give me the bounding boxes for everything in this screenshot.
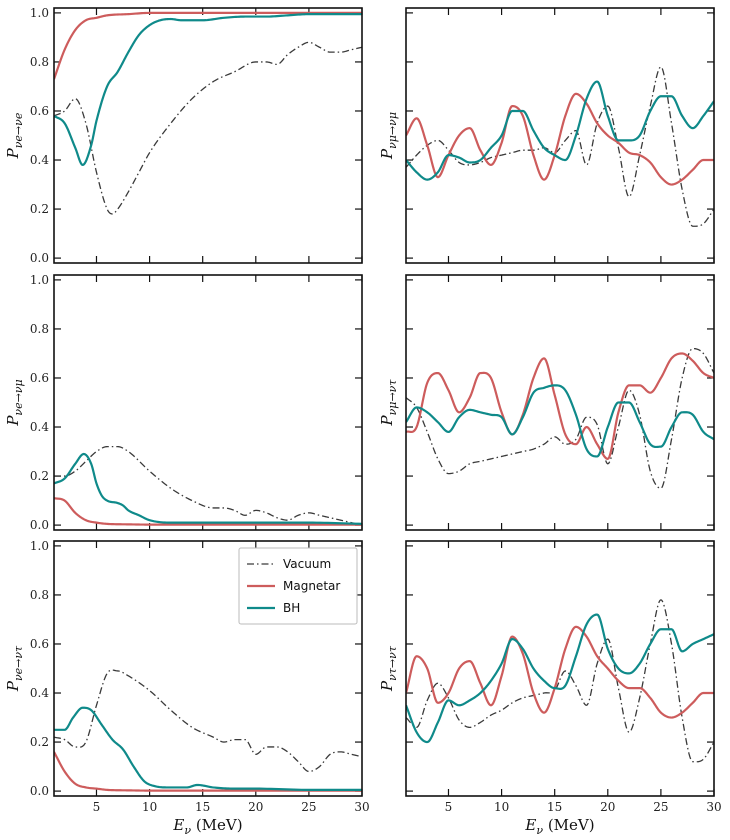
y-axis-label: Pνe→ντ <box>4 645 25 692</box>
y-tick-label: 1.0 <box>30 539 49 553</box>
y-tick-label: 0.8 <box>30 322 49 336</box>
legend-box <box>238 547 358 625</box>
y-axis-label-main: P <box>378 148 396 160</box>
series-line-bh <box>54 706 362 791</box>
x-axis-label: Eν (MeV) <box>172 816 242 837</box>
x-axis-label-unit: (MeV) <box>543 816 595 834</box>
x-tick-label: 15 <box>547 800 562 814</box>
y-axis-label: Pνμ→νμ <box>378 112 399 160</box>
series-line-magnetar <box>54 751 362 792</box>
series-line-magnetar <box>406 92 714 186</box>
series-line-vacuum <box>54 41 362 215</box>
x-tick-label: 20 <box>600 800 615 814</box>
y-tick-label: 0.4 <box>30 153 49 167</box>
y-axis-label-main: P <box>4 680 22 692</box>
x-tick-label: 5 <box>93 800 101 814</box>
series-line-magnetar <box>406 625 714 719</box>
x-axis-label-main: E <box>172 816 184 834</box>
x-axis-label-unit: (MeV) <box>191 816 243 834</box>
y-axis-label: Pντ→ντ <box>378 645 399 692</box>
y-axis-label: Pνe→νe <box>4 112 25 159</box>
axes-frame <box>405 540 715 797</box>
panel-emu: 0.0 0.2 0.4 0.6 0.8 1.0 Pνe→νμ <box>4 273 363 532</box>
legend-label-magnetar: Magnetar <box>283 579 340 593</box>
legend: Vacuum Magnetar BH <box>238 547 358 625</box>
panel-mutau: Pνμ→ντ <box>378 274 715 531</box>
series-line-bh <box>406 384 714 458</box>
y-tick-label: 0.6 <box>30 104 49 118</box>
y-axis-label-main: P <box>378 680 396 692</box>
y-axis-label-main: P <box>378 414 396 426</box>
axes-frame <box>53 7 363 264</box>
series-line-magnetar <box>54 497 362 526</box>
axes-frame <box>405 7 715 264</box>
series-line-vacuum <box>54 669 362 773</box>
series-line-vacuum <box>406 66 714 227</box>
axes-frame <box>53 274 363 531</box>
series-line-bh <box>54 452 362 525</box>
y-tick-label: 0.0 <box>30 251 49 265</box>
x-tick-label: 25 <box>301 800 316 814</box>
y-tick-label: 0.2 <box>30 469 49 483</box>
y-tick-label: 0.2 <box>30 202 49 216</box>
x-tick-label: 10 <box>494 800 509 814</box>
series-line-magnetar <box>406 352 714 460</box>
y-tick-label: 0.4 <box>30 686 49 700</box>
y-tick-label: 1.0 <box>30 273 49 287</box>
x-tick-label: 25 <box>653 800 668 814</box>
y-tick-label: 0.2 <box>30 735 49 749</box>
series-line-bh <box>406 613 714 744</box>
series-line-vacuum <box>406 599 714 763</box>
y-axis-label: Pνe→νμ <box>4 379 25 426</box>
y-axis-label-subscript: νe→νe <box>12 112 25 148</box>
y-axis-label-subscript: νμ→νμ <box>386 112 399 149</box>
panel-etau: 5 10 15 20 25 30 0.0 0.2 0.4 0.6 0.8 1.0 Pνe→ντ Eν (M… <box>4 539 370 837</box>
x-tick-label: 15 <box>195 800 210 814</box>
y-axis-label-subscript: νe→νμ <box>12 379 25 415</box>
x-tick-label: 30 <box>354 800 369 814</box>
x-tick-label: 10 <box>142 800 157 814</box>
series-line-vacuum <box>406 347 714 489</box>
y-axis-label-main: P <box>4 147 22 159</box>
panel-mumu: Pνμ→νμ <box>378 7 715 264</box>
x-tick-label: 30 <box>706 800 721 814</box>
y-tick-label: 0.6 <box>30 371 49 385</box>
y-tick-label: 0.0 <box>30 518 49 532</box>
x-axis-label: Eν (MeV) <box>524 816 594 837</box>
x-axis-label-main: E <box>524 816 536 834</box>
series-line-bh <box>406 80 714 181</box>
y-axis-label: Pνμ→ντ <box>378 379 399 427</box>
y-tick-label: 0.8 <box>30 55 49 69</box>
legend-label-bh: BH <box>283 601 300 615</box>
y-tick-label: 0.8 <box>30 588 49 602</box>
y-tick-label: 0.6 <box>30 637 49 651</box>
x-tick-label: 20 <box>248 800 263 814</box>
y-tick-label: 0.0 <box>30 784 49 798</box>
x-axis-label-subscript: ν <box>536 824 543 837</box>
y-axis-label-subscript: νe→ντ <box>12 645 25 681</box>
y-axis-label-main: P <box>4 415 22 427</box>
y-tick-label: 1.0 <box>30 6 49 20</box>
series-line-vacuum <box>54 445 362 526</box>
panel-ee: 0.0 0.2 0.4 0.6 0.8 1.0 Pνe→νe <box>4 6 363 265</box>
y-axis-label-subscript: νμ→ντ <box>386 379 399 416</box>
x-axis-label-subscript: ν <box>184 824 191 837</box>
y-axis-label-subscript: ντ→ντ <box>386 645 399 681</box>
panel-tautau: 5 10 15 20 25 30 Pντ→ντ Eν (MeV) <box>378 540 722 837</box>
series-line-bh <box>54 13 362 167</box>
series-line-magnetar <box>54 11 362 80</box>
legend-label-vacuum: Vacuum <box>283 557 331 571</box>
x-tick-label: 5 <box>445 800 453 814</box>
axes-frame <box>405 274 715 531</box>
axes-frame <box>53 540 363 797</box>
y-tick-label: 0.4 <box>30 420 49 434</box>
